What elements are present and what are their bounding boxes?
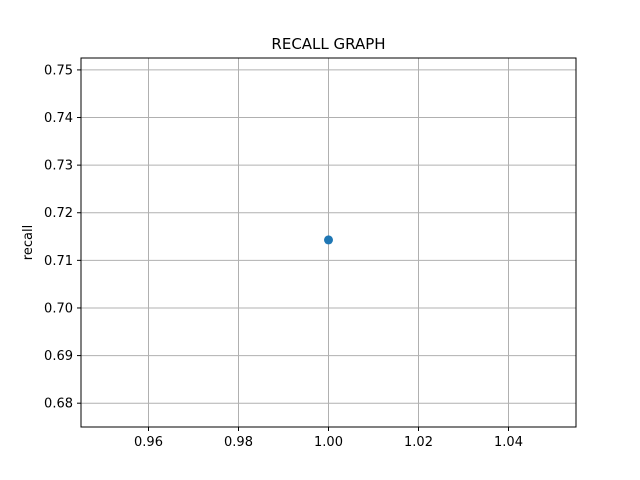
y-tick-label: 0.73: [44, 159, 73, 174]
y-tick-label: 0.69: [44, 349, 73, 364]
x-tick-label: 1.00: [314, 435, 343, 450]
x-tick-label: 1.02: [404, 435, 433, 450]
y-tick-label: 0.71: [44, 254, 73, 269]
y-tick-label: 0.74: [44, 111, 73, 126]
y-tick-label: 0.72: [44, 206, 73, 221]
y-tick-label: 0.70: [44, 301, 73, 316]
grid-lines: [81, 58, 576, 427]
data-point: [324, 235, 333, 245]
y-axis-label: recall: [21, 225, 36, 260]
y-tick-label: 0.68: [44, 397, 73, 412]
x-tick-label: 0.98: [224, 435, 253, 450]
y-tick-label: 0.75: [44, 63, 73, 78]
data-points: [324, 235, 333, 245]
axis-ticks: 0.96 0.98 1.00 1.02 1.04 0.68 0.69 0.70 0.71 0.72…: [44, 63, 523, 450]
chart-title: RECALL GRAPH: [271, 35, 385, 53]
x-tick-label: 0.96: [134, 435, 163, 450]
x-tick-label: 1.04: [494, 435, 523, 450]
